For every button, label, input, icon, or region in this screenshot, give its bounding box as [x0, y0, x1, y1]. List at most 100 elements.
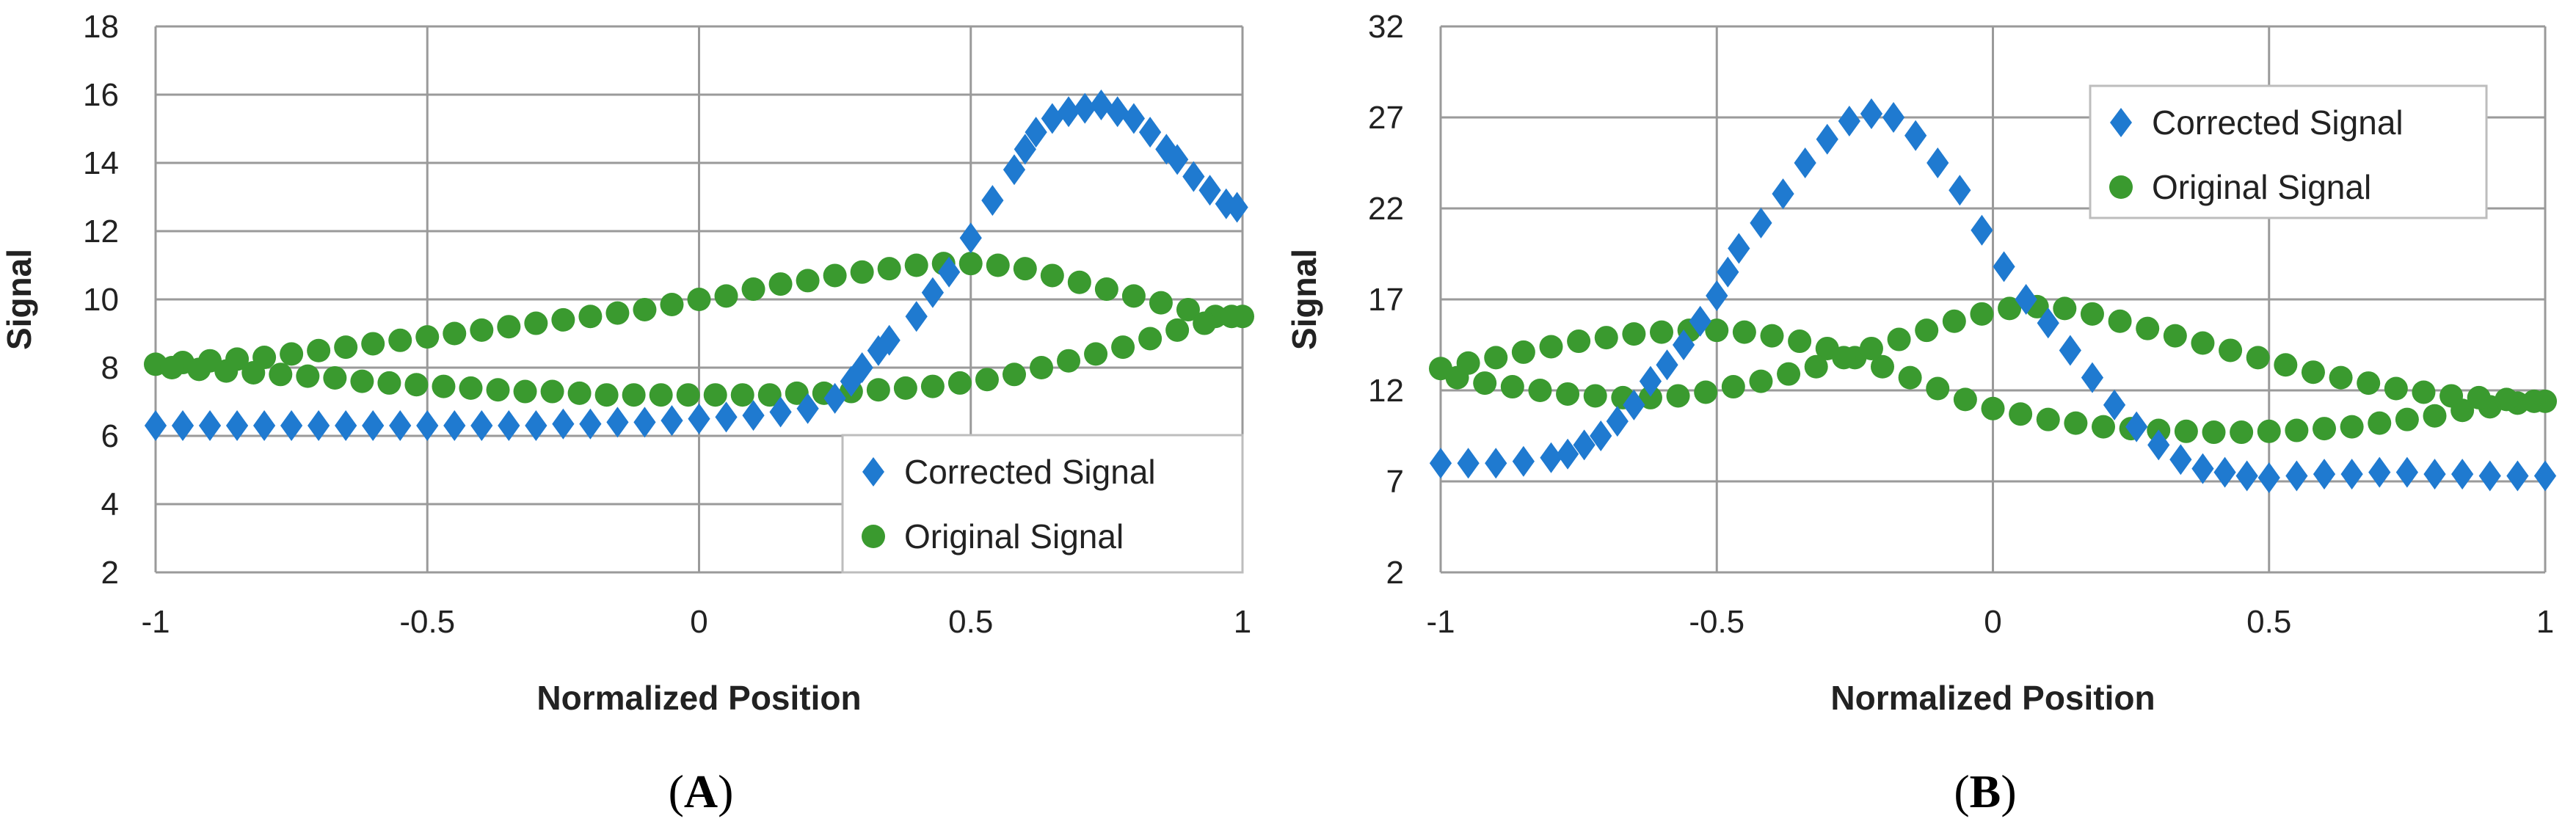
original-signal-marker: [2064, 411, 2088, 435]
corrected-signal-marker: [171, 410, 194, 442]
original-signal-marker: [415, 325, 440, 349]
corrected-signal-marker: [688, 403, 710, 434]
legend-box: [841, 434, 1244, 574]
corrected-signal-marker: [1512, 445, 1535, 477]
original-signal-marker: [280, 342, 304, 366]
y-tick-label: 27: [1368, 100, 1404, 136]
original-signal-marker: [1057, 349, 1081, 373]
original-signal-marker: [1732, 320, 1756, 344]
y-tick-label: 6: [101, 418, 119, 454]
original-signal-marker: [2080, 302, 2104, 326]
x-tick-label: -0.5: [399, 604, 455, 640]
panel-label: (B): [1954, 765, 2016, 817]
original-signal-marker: [307, 338, 331, 362]
corrected-signal-marker: [2015, 284, 2037, 315]
corrected-signal-marker: [2191, 453, 2214, 484]
original-signal-marker: [1650, 320, 1673, 344]
corrected-signal-marker: [1639, 365, 1662, 397]
corrected-signal-marker: [1926, 147, 1949, 178]
original-signal-marker: [2395, 407, 2419, 431]
original-signal-marker: [1953, 387, 1977, 412]
original-signal-marker: [730, 383, 754, 407]
original-signal-marker: [1484, 346, 1508, 370]
corrected-signal-marker: [2340, 459, 2363, 490]
original-signal-marker: [649, 383, 673, 407]
corrected-signal-marker: [2285, 460, 2308, 492]
original-signal-marker: [2136, 316, 2160, 340]
original-signal-marker: [1138, 327, 1163, 351]
y-tick-label: 16: [83, 77, 119, 113]
original-signal-marker: [893, 376, 917, 400]
original-signal-marker: [2163, 324, 2187, 348]
original-signal-marker: [513, 379, 537, 404]
corrected-signal-marker: [742, 400, 765, 431]
original-signal-marker: [1193, 311, 1217, 335]
corrected-signal-marker: [1717, 256, 1739, 288]
original-signal-marker: [1721, 375, 1745, 399]
original-signal-marker: [1705, 318, 1729, 343]
corrected-signal-marker: [851, 352, 873, 383]
original-signal-marker: [432, 374, 456, 398]
original-signal-marker: [2174, 419, 2198, 443]
original-signal-marker: [877, 257, 901, 281]
legend-circle-icon: [2109, 175, 2133, 199]
original-signal-marker: [975, 368, 999, 392]
corrected-signal-marker: [1794, 147, 1816, 178]
x-tick-label: -1: [141, 604, 170, 640]
legend-box: [2089, 84, 2488, 219]
corrected-signal-marker: [823, 382, 846, 414]
corrected-signal-marker: [579, 408, 602, 440]
y-tick-label: 14: [83, 145, 119, 181]
corrected-signal-marker: [1014, 134, 1036, 165]
original-signal-marker: [2329, 365, 2353, 390]
corrected-signal-marker: [2147, 429, 2170, 461]
original-signal-marker: [1622, 322, 1646, 346]
original-signal-marker: [986, 253, 1010, 277]
y-tick-label: 7: [1386, 464, 1404, 500]
y-tick-label: 4: [101, 487, 119, 522]
x-axis-title: Normalized Position: [536, 679, 861, 717]
corrected-signal-marker: [1556, 438, 1579, 470]
original-signal-marker: [1871, 354, 1894, 379]
corrected-signal-marker: [633, 407, 656, 438]
original-signal-marker: [1094, 277, 1118, 302]
original-signal-marker: [1002, 362, 1026, 387]
corrected-signal-marker: [470, 410, 493, 442]
y-tick-label: 2: [1386, 555, 1404, 591]
original-signal-marker: [1567, 329, 1591, 354]
corrected-signal-marker: [715, 401, 738, 433]
corrected-signal-marker: [1772, 178, 1794, 210]
y-tick-label: 17: [1368, 282, 1404, 318]
original-signal-marker: [796, 269, 820, 293]
original-signal-marker: [823, 263, 847, 288]
x-tick-label: 1: [2536, 604, 2554, 640]
original-signal-marker: [2036, 407, 2060, 431]
legend-circle-icon: [862, 525, 885, 548]
corrected-signal-marker: [2506, 460, 2529, 492]
original-signal-marker: [486, 378, 510, 402]
original-signal-marker: [1898, 365, 1922, 390]
original-signal-marker: [1528, 379, 1552, 402]
original-signal-marker: [1981, 396, 2005, 420]
original-signal-marker: [2313, 417, 2336, 441]
original-signal-marker: [1121, 284, 1146, 308]
original-signal-marker: [1970, 302, 1994, 326]
corrected-signal-marker: [981, 185, 1004, 216]
original-signal-marker: [947, 371, 972, 395]
original-signal-marker: [1067, 270, 1091, 294]
x-tick-label: 1: [1234, 604, 1251, 640]
original-signal-marker: [2522, 389, 2546, 413]
corrected-signal-marker: [2169, 444, 2192, 476]
original-signal-marker: [1749, 369, 1773, 393]
original-signal-marker: [1445, 365, 1469, 390]
original-signal-marker: [269, 362, 293, 387]
corrected-signal-marker: [280, 410, 303, 442]
original-signal-marker: [2340, 415, 2364, 439]
original-signal-marker: [1040, 263, 1064, 288]
original-signal-marker: [1804, 354, 1828, 379]
original-signal-marker: [551, 307, 575, 332]
original-signal-marker: [2467, 385, 2491, 409]
corrected-signal-marker: [1689, 305, 1711, 337]
corrected-signal-marker: [1485, 448, 1507, 479]
